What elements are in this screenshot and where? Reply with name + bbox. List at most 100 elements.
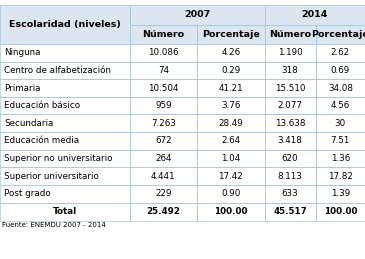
Text: 2.62: 2.62: [331, 48, 350, 57]
Text: Porcentaje: Porcentaje: [311, 30, 365, 39]
Bar: [316, 150, 365, 167]
Bar: [265, 79, 316, 97]
Text: Centro de alfabetización: Centro de alfabetización: [4, 66, 111, 75]
Bar: [316, 185, 365, 203]
Text: Educación básico: Educación básico: [4, 101, 81, 110]
Bar: [316, 62, 365, 79]
Bar: [0, 44, 130, 62]
Bar: [265, 203, 316, 221]
Text: Fuente: ENEMDU 2007 - 2014: Fuente: ENEMDU 2007 - 2014: [2, 222, 105, 228]
Text: 41.21: 41.21: [219, 84, 243, 92]
Text: 229: 229: [155, 189, 172, 198]
Bar: [0, 185, 130, 203]
Bar: [316, 25, 365, 44]
Text: Porcentaje: Porcentaje: [202, 30, 260, 39]
Text: 3.418: 3.418: [278, 136, 303, 145]
Bar: [130, 97, 197, 114]
Text: Número: Número: [142, 30, 184, 39]
Bar: [265, 44, 316, 62]
Bar: [0, 5, 130, 44]
Text: Educación media: Educación media: [4, 136, 80, 145]
Bar: [197, 44, 265, 62]
Bar: [0, 150, 130, 167]
Bar: [197, 25, 265, 44]
Bar: [0, 79, 130, 97]
Text: 3.76: 3.76: [221, 101, 241, 110]
Text: 2014: 2014: [301, 10, 328, 19]
Bar: [0, 5, 130, 44]
Text: Total: Total: [53, 207, 77, 216]
Bar: [316, 97, 365, 114]
Bar: [265, 25, 316, 44]
Text: 25.492: 25.492: [146, 207, 180, 216]
Bar: [0, 132, 130, 150]
Bar: [197, 62, 265, 79]
Bar: [265, 5, 365, 25]
Bar: [130, 62, 197, 79]
Bar: [0, 203, 130, 221]
Text: 34.08: 34.08: [328, 84, 353, 92]
Bar: [130, 203, 197, 221]
Text: Primaria: Primaria: [4, 84, 41, 92]
Text: 672: 672: [155, 136, 172, 145]
Text: 1.04: 1.04: [221, 154, 241, 163]
Text: 4.26: 4.26: [221, 48, 241, 57]
Bar: [265, 5, 365, 25]
Text: 1.36: 1.36: [331, 154, 350, 163]
Bar: [265, 185, 316, 203]
Text: 30: 30: [335, 119, 346, 128]
Text: 4.56: 4.56: [331, 101, 350, 110]
Text: 45.517: 45.517: [273, 207, 307, 216]
Text: 0.29: 0.29: [221, 66, 241, 75]
Text: Número: Número: [269, 30, 311, 39]
Text: 1.190: 1.190: [278, 48, 303, 57]
Bar: [265, 150, 316, 167]
Bar: [0, 97, 130, 114]
Text: 28.49: 28.49: [219, 119, 243, 128]
Text: 1.39: 1.39: [331, 189, 350, 198]
Bar: [316, 167, 365, 185]
Bar: [316, 44, 365, 62]
Bar: [197, 150, 265, 167]
Bar: [197, 132, 265, 150]
Bar: [130, 167, 197, 185]
Text: 633: 633: [282, 189, 299, 198]
Text: Escolaridad (niveles): Escolaridad (niveles): [9, 20, 121, 29]
Text: 74: 74: [158, 66, 169, 75]
Text: Post grado: Post grado: [4, 189, 51, 198]
Text: 13.638: 13.638: [275, 119, 306, 128]
Bar: [130, 25, 197, 44]
Bar: [130, 79, 197, 97]
Bar: [130, 150, 197, 167]
Bar: [130, 185, 197, 203]
Bar: [130, 44, 197, 62]
Bar: [316, 132, 365, 150]
Bar: [265, 97, 316, 114]
Text: 318: 318: [282, 66, 299, 75]
Bar: [197, 185, 265, 203]
Bar: [316, 203, 365, 221]
Text: 10.086: 10.086: [148, 48, 178, 57]
Bar: [265, 114, 316, 132]
Text: 100.00: 100.00: [214, 207, 247, 216]
Text: 17.42: 17.42: [219, 172, 243, 181]
Text: 10.504: 10.504: [148, 84, 178, 92]
Bar: [197, 79, 265, 97]
Text: 2007: 2007: [184, 10, 210, 19]
Text: Superior universitario: Superior universitario: [4, 172, 99, 181]
Bar: [316, 79, 365, 97]
Bar: [265, 132, 316, 150]
Bar: [197, 167, 265, 185]
Text: 264: 264: [155, 154, 172, 163]
Bar: [130, 5, 265, 25]
Bar: [0, 167, 130, 185]
Bar: [197, 114, 265, 132]
Bar: [0, 114, 130, 132]
Text: 4.441: 4.441: [151, 172, 176, 181]
Text: 2.077: 2.077: [278, 101, 303, 110]
Bar: [0, 62, 130, 79]
Text: 17.82: 17.82: [328, 172, 353, 181]
Bar: [265, 62, 316, 79]
Bar: [130, 5, 265, 25]
Text: Secundaria: Secundaria: [4, 119, 54, 128]
